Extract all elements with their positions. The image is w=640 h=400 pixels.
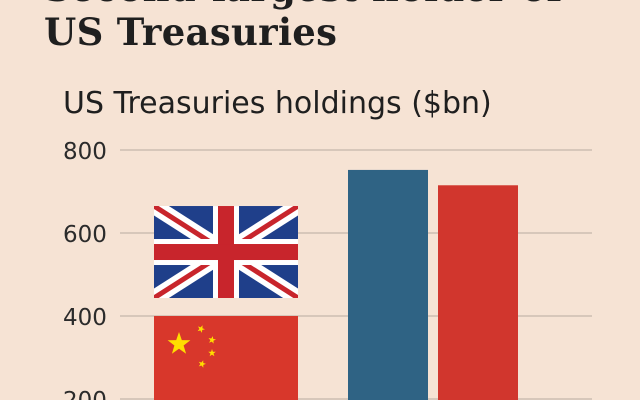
- bar-china-fill: [154, 316, 298, 400]
- y-tick-label-400: 400: [63, 305, 107, 331]
- y-tick-label-200: 200: [63, 388, 107, 400]
- y-tick-label-800: 800: [63, 139, 107, 165]
- bar-4: [438, 185, 518, 400]
- headline: Second-largest holder of US Treasuries: [44, 0, 563, 54]
- bar-3: [348, 169, 428, 400]
- headline-line-2: US Treasuries: [44, 10, 338, 54]
- bar-uk: [154, 206, 298, 298]
- bar-china: [154, 316, 298, 400]
- chart-title: US Treasuries holdings ($bn): [63, 86, 492, 121]
- china-flag-icon: [167, 325, 216, 368]
- headline-line-1: Second-largest holder of: [44, 0, 563, 10]
- y-tick-label-600: 600: [63, 222, 107, 248]
- uk-flag-icon: [154, 206, 298, 298]
